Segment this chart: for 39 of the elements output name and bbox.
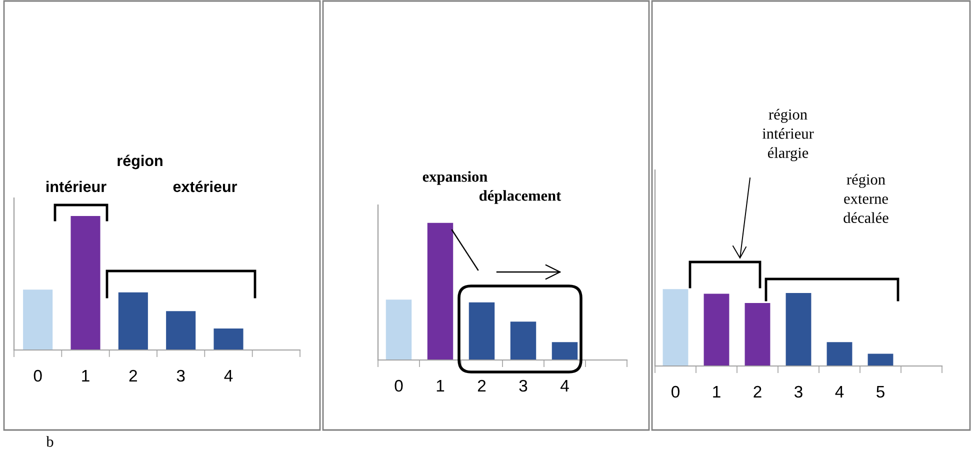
text: intérieur (46, 180, 106, 192)
bar (868, 354, 894, 366)
text: extérieur (173, 180, 238, 192)
x-tick-label: 5 (876, 386, 884, 398)
bar (786, 292, 812, 366)
x-tick-label: 2 (754, 386, 762, 398)
bar (166, 311, 196, 350)
bar (118, 292, 148, 350)
bar (510, 322, 536, 360)
x-tick-label: 3 (519, 380, 528, 392)
text: b (46, 436, 54, 447)
bar (468, 302, 495, 360)
x-tick-label: 4 (835, 386, 844, 398)
bar (214, 328, 244, 350)
text: déplacement (479, 190, 562, 204)
text: région (118, 154, 162, 170)
x-tick-label: 3 (794, 386, 802, 398)
bar (23, 290, 53, 350)
x-tick-label: 1 (713, 386, 720, 398)
bar (386, 300, 412, 360)
x-tick-label: 3 (176, 370, 185, 382)
x-tick-label: 1 (436, 380, 444, 392)
bar (744, 302, 770, 366)
bar (662, 289, 688, 366)
x-tick-label: 2 (129, 370, 137, 382)
bar (704, 294, 730, 366)
text: expansion (422, 171, 488, 185)
x-tick-label: 4 (560, 380, 569, 392)
x-tick-label: 1 (82, 370, 90, 382)
text: région externe décalée (844, 174, 888, 224)
bar (826, 342, 852, 366)
x-tick-label: 0 (672, 386, 680, 398)
text: région intérieur élargie (762, 108, 814, 162)
bar (552, 342, 578, 360)
x-tick-label: 0 (34, 370, 42, 382)
bar (427, 222, 454, 360)
x-tick-label: 2 (478, 380, 486, 392)
x-tick-label: 0 (394, 380, 403, 392)
x-tick-label: 4 (224, 370, 233, 382)
